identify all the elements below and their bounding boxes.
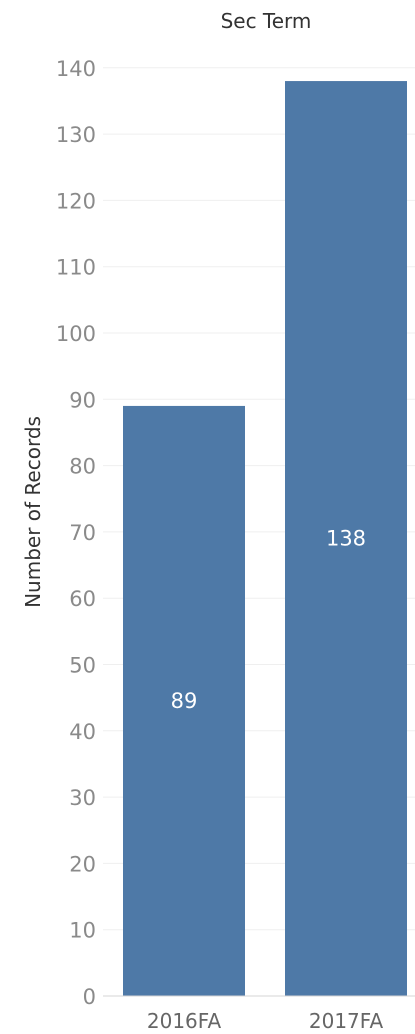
y-tick-label: 80	[69, 455, 96, 479]
y-tick-label: 90	[69, 388, 96, 412]
bars: 89 138	[123, 81, 407, 996]
y-tick-label: 10	[69, 919, 96, 943]
x-axis-ticks: 2016FA 2017FA	[147, 1009, 384, 1033]
y-axis-ticks: 0 10 20 30 40 50 60 70 80 90 100 110 120 130 140	[56, 57, 96, 1009]
y-tick-label: 0	[83, 985, 96, 1009]
y-tick-label: 30	[69, 786, 96, 810]
y-tick-label: 130	[56, 123, 96, 147]
y-tick-label: 70	[69, 521, 96, 545]
bar-value-label: 138	[326, 527, 366, 551]
y-tick-label: 20	[69, 852, 96, 876]
y-tick-label: 50	[69, 654, 96, 678]
x-tick-label: 2016FA	[147, 1009, 222, 1033]
bar-2017FA[interactable]	[285, 81, 407, 996]
y-axis-title: Number of Records	[21, 416, 45, 608]
y-tick-label: 120	[56, 189, 96, 213]
y-tick-label: 60	[69, 587, 96, 611]
column-header-title: Sec Term	[221, 9, 312, 33]
y-tick-label: 40	[69, 720, 96, 744]
bar-2016FA[interactable]	[123, 405, 245, 996]
y-tick-label: 140	[56, 57, 96, 81]
y-tick-label: 100	[56, 322, 96, 346]
x-tick-label: 2017FA	[309, 1009, 384, 1033]
bar-value-label: 89	[171, 689, 198, 713]
y-tick-label: 110	[56, 256, 96, 280]
